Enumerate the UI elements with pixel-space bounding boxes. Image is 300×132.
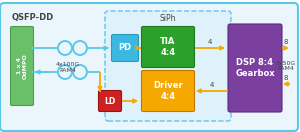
FancyBboxPatch shape bbox=[142, 70, 194, 112]
Text: 8x50G
PAM4: 8x50G PAM4 bbox=[276, 61, 296, 71]
FancyBboxPatch shape bbox=[0, 3, 298, 131]
Text: 4: 4 bbox=[210, 82, 214, 88]
FancyBboxPatch shape bbox=[105, 11, 231, 121]
Text: Driver
4:4: Driver 4:4 bbox=[153, 81, 183, 101]
Text: 4x100G
PAM4: 4x100G PAM4 bbox=[56, 62, 80, 73]
Text: TIA
4:4: TIA 4:4 bbox=[160, 37, 176, 57]
Text: 4: 4 bbox=[208, 39, 212, 45]
FancyBboxPatch shape bbox=[228, 24, 282, 112]
FancyBboxPatch shape bbox=[142, 27, 194, 67]
Text: QSFP-DD: QSFP-DD bbox=[12, 13, 54, 22]
Text: 8: 8 bbox=[284, 39, 288, 45]
Text: SiPh: SiPh bbox=[160, 14, 176, 23]
Text: 8: 8 bbox=[284, 75, 288, 81]
Text: DSP 8:4
Gearbox: DSP 8:4 Gearbox bbox=[235, 58, 275, 78]
Text: PD: PD bbox=[118, 44, 132, 53]
FancyBboxPatch shape bbox=[112, 34, 139, 62]
FancyBboxPatch shape bbox=[98, 91, 122, 112]
Text: 1 x 4
OdMPO: 1 x 4 OdMPO bbox=[16, 53, 27, 79]
FancyBboxPatch shape bbox=[11, 27, 34, 105]
Text: LD: LD bbox=[104, 96, 116, 105]
